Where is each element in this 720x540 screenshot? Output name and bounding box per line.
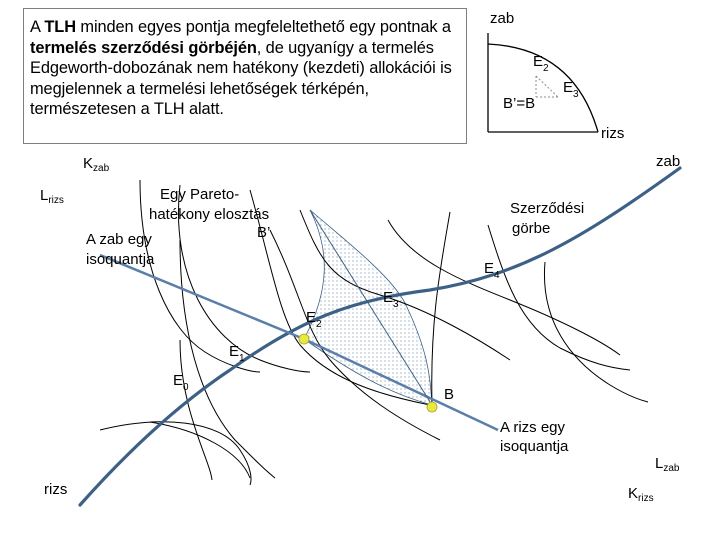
pareto-chord	[309, 209, 433, 406]
zab-corner-label: zab	[656, 153, 680, 170]
pareto-label-line1: Egy Pareto-	[160, 186, 239, 203]
e1-label: E1	[229, 343, 245, 364]
zab-isoquants	[139, 179, 621, 406]
pareto-label-line2: hatékony elosztás	[149, 206, 269, 223]
zab-isoquant-4	[299, 209, 511, 361]
intro-text-1: A	[30, 18, 45, 36]
l-zab-label: Lzab	[655, 455, 680, 474]
rizs-isoquant-6	[431, 211, 451, 406]
intro-text-3: , de ugyanígy a termelés Edgeworth-doboz…	[30, 38, 452, 119]
contract-curve-label-line1: Szerződési	[510, 200, 584, 217]
b-prime-label: B’	[257, 224, 270, 241]
ppf-bb-label: B’=B	[503, 95, 535, 112]
ppf-e2-label: E2	[533, 53, 549, 74]
zab-isoquant-5	[387, 219, 621, 356]
isoquant-line-rizs	[303, 337, 499, 432]
rizs-isoquant-7	[487, 224, 631, 371]
intro-text-2: minden egyes pontja megfeleltethető egy …	[75, 18, 451, 36]
intro-bold-contract-curve: termelés szerződési görbéjén	[30, 38, 257, 57]
rizs-isoquants	[99, 211, 649, 486]
rizs-isoquant-label-line1: A rizs egy	[500, 419, 566, 436]
intro-text-box: A TLH minden egyes pontja megfeleltethet…	[23, 8, 467, 144]
b-label: B	[444, 386, 454, 403]
k-rizs-label: Krizs	[628, 485, 654, 504]
rizs-isoquant-label-line2: isoquantja	[500, 438, 569, 455]
e2-label: E2	[306, 309, 322, 330]
contract-curve	[78, 166, 682, 507]
zab-isoquant-label-line1: A zab egy	[86, 231, 152, 248]
l-rizs-label: Lrizs	[40, 187, 64, 206]
k-zab-label: Kzab	[83, 155, 110, 174]
zab-isoquant-2	[178, 184, 311, 373]
zab-isoquant-label-line2: isoquantja	[86, 251, 155, 268]
zab-isoquant-3	[249, 189, 431, 406]
ppf-curve	[487, 43, 599, 133]
zab-isoquant-1	[139, 179, 261, 373]
point-e2-marker	[298, 333, 310, 345]
rizs-isoquant-8	[543, 261, 649, 403]
isoquant-line-zab	[99, 253, 305, 341]
ppf-e3-label: E3	[563, 79, 579, 100]
ppf-y-label: zab	[490, 10, 514, 27]
rizs-isoquant-4	[179, 239, 276, 479]
rizs-isoquant-1	[149, 421, 251, 479]
rizs-corner-label: rizs	[44, 481, 67, 498]
ppf-dotted-diag	[535, 75, 559, 98]
pareto-shaded-region	[303, 209, 433, 406]
rizs-isoquant-2	[99, 421, 252, 486]
point-b-marker	[426, 401, 438, 413]
rizs-isoquant-5	[269, 229, 441, 441]
ppf-x-label: rizs	[601, 125, 624, 142]
e0-label: E0	[173, 372, 189, 393]
e3-label: E3	[383, 289, 399, 310]
intro-tlh: TLH	[44, 18, 76, 36]
rizs-isoquant-3	[179, 339, 213, 481]
e4-label: E4	[484, 260, 500, 281]
contract-curve-label-line2: görbe	[512, 220, 550, 237]
